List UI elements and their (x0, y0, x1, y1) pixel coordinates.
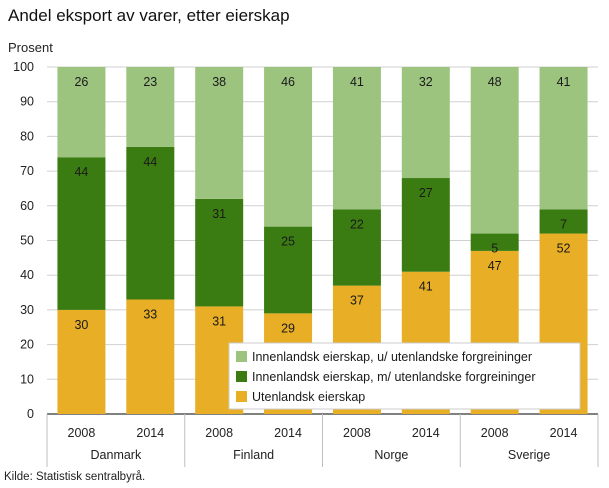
bar-segment (470, 67, 519, 234)
x-tick-label: 2008 (343, 426, 371, 440)
data-label: 5 (491, 242, 498, 256)
legend: Innenlandsk eierskap, u/ utenlandske for… (228, 342, 581, 410)
data-label: 52 (557, 242, 571, 256)
bar-segment (126, 146, 175, 300)
y-tick-label: 60 (20, 199, 34, 213)
bar-segment (126, 299, 175, 414)
bar-segment (539, 209, 588, 234)
data-label: 48 (488, 75, 502, 89)
x-axis: 2008 2014 2008 2014 2008 2014 2008 2014 Danmark F… (46, 414, 599, 467)
data-label: 26 (74, 75, 88, 89)
data-label: 44 (143, 155, 157, 169)
group-label: Finland (233, 448, 274, 462)
data-label: 23 (143, 75, 157, 89)
y-tick-label: 50 (20, 234, 34, 248)
data-label: 46 (281, 75, 295, 89)
data-label: 22 (350, 217, 364, 231)
data-label: 31 (212, 207, 226, 221)
data-label: 37 (350, 294, 364, 308)
data-label: 30 (74, 318, 88, 332)
y-tick-label: 100 (13, 60, 34, 74)
bar-segment (332, 67, 381, 210)
bar-segment (470, 233, 519, 251)
group-label: Danmark (91, 448, 142, 462)
data-label: 47 (488, 259, 502, 273)
legend-box (228, 342, 581, 410)
chart-title: Andel eksport av varer, etter eierskap (8, 6, 290, 25)
bar-segment (539, 67, 588, 210)
data-label: 27 (419, 186, 433, 200)
bar-segment (57, 67, 106, 158)
legend-label: Innenlandsk eierskap, u/ utenlandske for… (252, 350, 532, 364)
y-tick-label: 30 (20, 303, 34, 317)
bar-segment (264, 226, 313, 314)
x-tick-label: 2014 (136, 426, 164, 440)
bar-segment (195, 198, 244, 307)
data-label: 41 (419, 280, 433, 294)
bar-segment (126, 67, 175, 147)
y-tick-label: 70 (20, 164, 34, 178)
y-tick-label: 0 (27, 407, 34, 421)
data-label: 41 (557, 75, 571, 89)
y-axis-unit-label: Prosent (8, 40, 53, 55)
x-tick-label: 2014 (274, 426, 302, 440)
data-label: 25 (281, 235, 295, 249)
legend-swatch (236, 351, 247, 362)
data-label: 41 (350, 75, 364, 89)
data-label: 33 (143, 307, 157, 321)
x-tick-label: 2008 (205, 426, 233, 440)
legend-swatch (236, 371, 247, 382)
data-label: 44 (74, 165, 88, 179)
y-tick-label: 40 (20, 268, 34, 282)
data-label: 38 (212, 75, 226, 89)
bar-segment (401, 178, 450, 272)
legend-label: Innenlandsk eierskap, m/ utenlandske for… (252, 370, 536, 384)
bar-segment (195, 67, 244, 199)
bar-segment (401, 67, 450, 179)
data-label: 32 (419, 75, 433, 89)
y-tick-label: 80 (20, 129, 34, 143)
source-note: Kilde: Statistisk sentralbyrå. (4, 471, 146, 483)
bar-segment (264, 67, 313, 227)
data-label: 29 (281, 321, 295, 335)
bar-segment (57, 309, 106, 414)
y-tick-label: 20 (20, 338, 34, 352)
y-axis: 0 10 20 30 40 50 60 70 80 90 100 (13, 60, 34, 421)
data-label: 7 (560, 217, 567, 231)
y-tick-label: 10 (20, 372, 34, 386)
x-tick-label: 2008 (68, 426, 96, 440)
data-label: 31 (212, 314, 226, 328)
legend-label: Utenlandsk eierskap (252, 390, 365, 404)
x-tick-label: 2008 (481, 426, 509, 440)
legend-swatch (236, 391, 247, 402)
x-tick-label: 2014 (412, 426, 440, 440)
bar-segment (332, 209, 381, 286)
bar-segment (57, 157, 106, 310)
x-tick-label: 2014 (550, 426, 578, 440)
group-label: Norge (374, 448, 408, 462)
y-tick-label: 90 (20, 95, 34, 109)
group-label: Sverige (508, 448, 550, 462)
